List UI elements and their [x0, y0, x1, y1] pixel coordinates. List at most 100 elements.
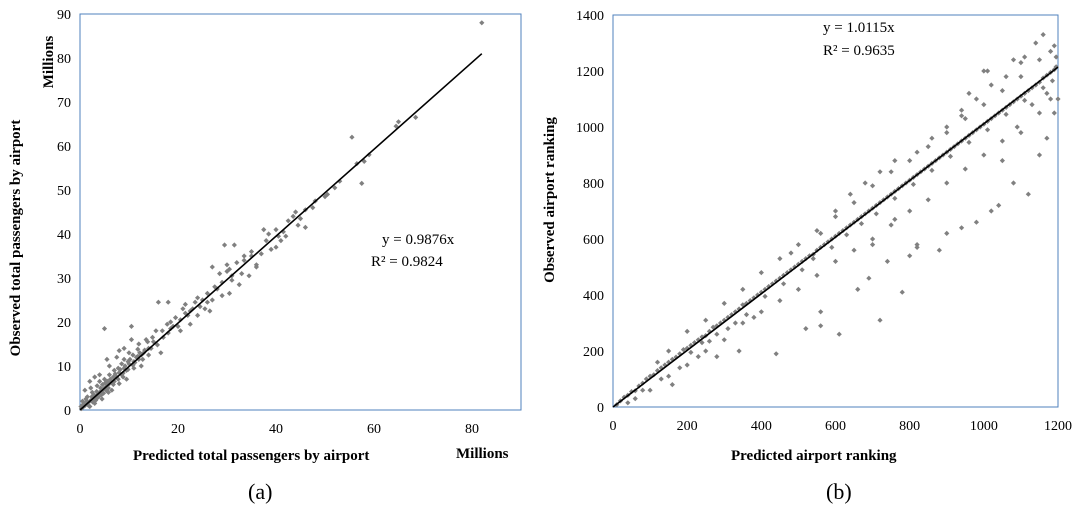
- chart-a-point: [104, 356, 110, 362]
- chart-a-point: [297, 216, 304, 222]
- chart-a-point: [361, 158, 367, 164]
- chart-b-point: [884, 258, 891, 264]
- chart-a-point: [80, 402, 86, 408]
- chart-b-point: [1033, 40, 1039, 46]
- chart-b-point: [710, 324, 716, 330]
- chart-a-point: [136, 356, 142, 362]
- chart-b-point: [818, 230, 824, 236]
- chart-b-point: [766, 284, 772, 290]
- chart-a-point: [393, 123, 399, 129]
- chart-a-point: [128, 337, 135, 343]
- chart-a-point: [285, 218, 291, 224]
- chart-a-point: [207, 308, 213, 314]
- chart-b-point: [832, 214, 839, 220]
- chart-a-point: [164, 321, 170, 327]
- chart-a-point: [128, 323, 135, 329]
- chart-b-point: [758, 309, 764, 315]
- chart-a-plot-frame: [79, 13, 522, 411]
- chart-b-point: [892, 195, 898, 201]
- chart-b-point: [1047, 96, 1054, 102]
- chart-a-point: [131, 365, 137, 371]
- chart-a-point: [127, 356, 133, 362]
- chart-b-point: [795, 261, 802, 267]
- chart-a-x-tick-label: 40: [269, 422, 283, 437]
- chart-b-point: [691, 340, 698, 346]
- chart-b-point: [1022, 54, 1028, 60]
- chart-a-point: [159, 328, 165, 334]
- chart-b-point: [869, 236, 876, 242]
- chart-a-point: [332, 185, 338, 191]
- chart-a-point: [99, 396, 105, 402]
- chart-b-point: [973, 219, 980, 225]
- chart-a-point: [295, 222, 301, 228]
- chart-a-point: [302, 224, 308, 230]
- chart-a-point: [290, 213, 296, 219]
- chart-a-point: [153, 328, 159, 334]
- chart-a-point: [97, 378, 103, 384]
- chart-b-point: [788, 250, 794, 256]
- chart-a-y-unit: Millions: [41, 36, 57, 89]
- chart-b-axes: [612, 14, 1059, 408]
- chart-a-point: [177, 317, 184, 323]
- chart-b-point: [914, 149, 920, 155]
- chart-b-point: [851, 247, 857, 253]
- chart-a-point: [175, 323, 181, 329]
- chart-b-point: [714, 354, 720, 360]
- chart-b-point: [958, 107, 965, 113]
- chart-b-point: [762, 286, 768, 292]
- chart-a-y-tick-label: 0: [64, 404, 71, 419]
- chart-b-point: [962, 166, 968, 172]
- chart-a-point: [155, 299, 161, 305]
- chart-a-point: [102, 380, 109, 386]
- chart-a-point: [114, 354, 120, 360]
- chart-b-point: [999, 88, 1005, 94]
- chart-a-point: [84, 398, 90, 404]
- chart-a-point: [268, 246, 274, 252]
- chart-b-y-tick-label: 1200: [576, 65, 604, 80]
- chart-a-trendline-group: [79, 53, 483, 411]
- chart-b-y-tick-label: 1000: [576, 121, 604, 136]
- chart-b-point: [654, 368, 661, 374]
- chart-a-point: [248, 249, 255, 255]
- chart-b-point: [677, 365, 683, 371]
- chart-a-point: [143, 337, 149, 343]
- chart-b-point: [981, 152, 987, 158]
- chart-b-point: [999, 158, 1005, 164]
- chart-a-point: [224, 262, 230, 268]
- chart-b-point: [751, 314, 757, 320]
- chart-a-point: [310, 205, 316, 211]
- chart-b-panel-label: (b): [826, 479, 852, 504]
- chart-b-point: [1018, 130, 1024, 136]
- chart-a-y-tick-label: 90: [57, 8, 71, 23]
- chart-a-point: [116, 370, 122, 376]
- chart-b-x-tick-label: 1200: [1044, 419, 1072, 434]
- chart-b-point: [958, 225, 965, 231]
- chart-a-point: [187, 308, 193, 314]
- chart-a-point: [99, 381, 106, 388]
- chart-b-point: [673, 354, 679, 360]
- chart-b-point: [877, 169, 883, 175]
- chart-a-point: [395, 119, 402, 125]
- chart-a-point: [92, 400, 98, 406]
- chart-b-point: [706, 328, 713, 334]
- chart-b-point: [699, 340, 705, 346]
- chart-a-x-tick-label: 80: [465, 422, 479, 437]
- chart-a-point: [85, 402, 91, 408]
- chart-a-point: [359, 180, 365, 186]
- chart-a-point: [204, 299, 210, 305]
- chart-a-point: [202, 306, 208, 312]
- chart-a-point: [100, 390, 107, 396]
- chart-b-point: [847, 191, 853, 197]
- chart-b-point: [736, 306, 742, 312]
- chart-a-point: [219, 293, 225, 299]
- chart-a-point: [217, 271, 223, 277]
- chart-a-point: [88, 385, 94, 391]
- chart-b-point: [666, 348, 672, 354]
- chart-b-point: [810, 256, 816, 262]
- chart-b-point: [869, 183, 876, 189]
- chart-a-point: [101, 376, 108, 382]
- chart-a-point: [261, 227, 267, 233]
- chart-b-x-label: Predicted airport ranking: [731, 448, 897, 464]
- chart-a-y-tick-label: 40: [57, 228, 71, 243]
- chart-b-point: [651, 372, 657, 378]
